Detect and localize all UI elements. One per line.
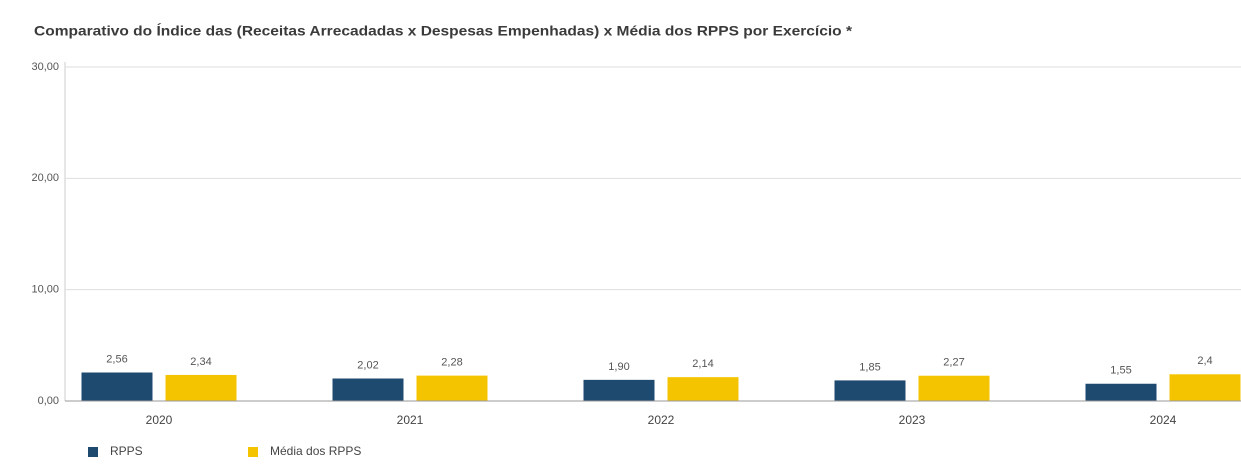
bar	[165, 374, 237, 401]
data-label: 2,4	[1197, 355, 1212, 367]
bar	[918, 375, 990, 401]
data-label: 2,02	[357, 359, 378, 371]
y-tick-label: 30,00	[31, 61, 59, 73]
bar	[1169, 374, 1241, 401]
y-tick-label: 20,00	[31, 172, 59, 184]
legend-swatch	[88, 447, 98, 457]
bar	[416, 375, 488, 401]
y-tick-label: 10,00	[31, 284, 59, 296]
x-tick-label: 2023	[899, 413, 926, 427]
legend-swatch	[248, 447, 258, 457]
data-label: 1,90	[608, 361, 629, 373]
legend-label: Média dos RPPS	[270, 444, 361, 458]
data-label: 2,28	[441, 357, 462, 369]
data-label: 2,14	[692, 358, 713, 370]
y-tick-label: 0,00	[38, 395, 59, 407]
bar	[332, 378, 404, 401]
x-tick-label: 2022	[648, 413, 675, 427]
x-tick-label: 2021	[397, 413, 424, 427]
bar	[81, 372, 153, 401]
bar	[667, 377, 739, 401]
bar	[1085, 383, 1157, 401]
bar	[834, 380, 906, 401]
x-tick-label: 2024	[1150, 413, 1177, 427]
data-label: 1,85	[859, 361, 880, 373]
data-label: 2,56	[106, 353, 127, 365]
data-label: 2,27	[943, 357, 964, 369]
x-tick-label: 2020	[146, 413, 173, 427]
data-label: 1,55	[1110, 365, 1131, 377]
data-label: 2,34	[190, 356, 211, 368]
chart-title: Comparativo do Índice das (Receitas Arre…	[34, 23, 853, 39]
legend-label: RPPS	[110, 444, 143, 458]
bar	[583, 379, 655, 401]
